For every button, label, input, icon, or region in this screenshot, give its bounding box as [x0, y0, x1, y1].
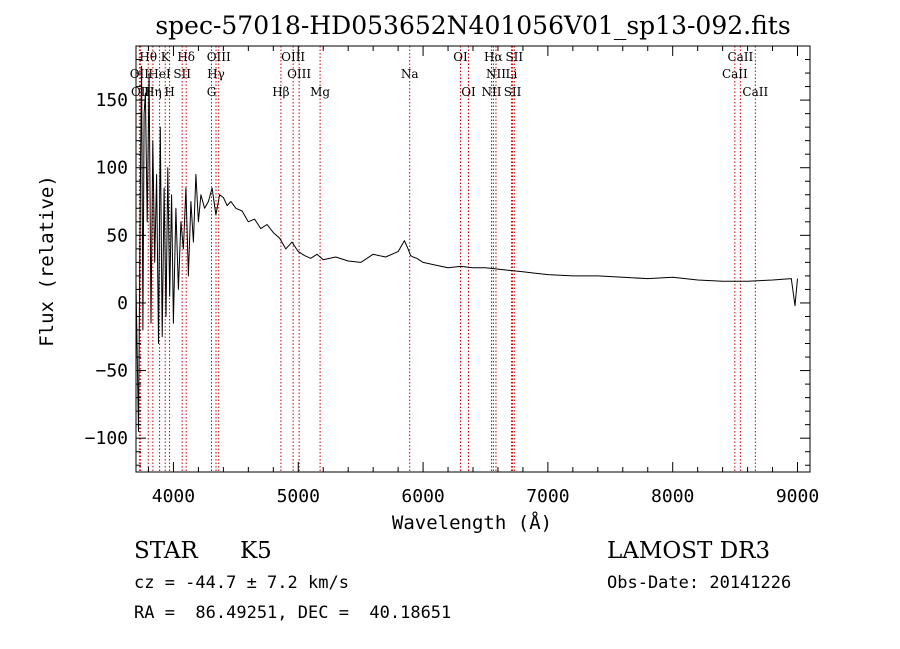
line-annotation-label: Hβ: [272, 85, 289, 99]
y-tick-label: −100: [85, 428, 128, 449]
x-axis-ticks: 4000 5000 6000 7000 8000 9000: [147, 46, 819, 507]
x-tick-label: 5000: [277, 486, 320, 507]
object-class: STAR: [134, 538, 198, 564]
line-markers: [138, 46, 756, 472]
x-tick-label: 4000: [152, 486, 195, 507]
line-annotation-label: G: [207, 85, 217, 99]
line-annotation-label: OI: [453, 50, 468, 64]
x-tick-label: 9000: [776, 486, 819, 507]
redshift-text: cz = -44.7 ± 7.2 km/s: [134, 573, 349, 593]
y-tick-label: 150: [95, 90, 128, 111]
line-annotation-label: CaII: [727, 50, 753, 64]
chart-title: spec-57018-HD053652N401056V01_sp13-092.f…: [155, 11, 790, 40]
spectrum-chart: spec-57018-HD053652N401056V01_sp13-092.f…: [36, 11, 819, 534]
survey-name: LAMOST DR3: [607, 538, 771, 564]
object-subclass: K5: [240, 538, 272, 564]
y-tick-label: 50: [106, 225, 128, 246]
line-annotation-label: K: [161, 50, 171, 64]
line-annotation-label: Na: [401, 67, 419, 81]
y-axis-ticks: −100 −50 0 50 100 150: [85, 45, 810, 466]
line-annotation-label: NII: [481, 85, 501, 99]
x-axis-label: Wavelength (Å): [392, 511, 552, 534]
line-annotation-label: Mg: [310, 85, 330, 99]
line-annotation-label: Hα: [484, 50, 503, 64]
line-annotation-label: OII: [130, 67, 150, 81]
line-annotation-label: Hη: [144, 85, 162, 99]
line-annotation-label: Li: [506, 67, 518, 81]
line-annotation-label: NII: [486, 67, 506, 81]
line-annotation-label: Hθ: [139, 50, 157, 64]
y-tick-label: 0: [117, 293, 128, 314]
line-annotation-label: OIII: [207, 50, 231, 64]
x-tick-label: 8000: [651, 486, 694, 507]
y-tick-label: −50: [95, 361, 128, 382]
line-annotation-label: Hγ: [207, 67, 225, 81]
line-annotation-label: Hδ: [177, 50, 195, 64]
plot-frame: [135, 45, 811, 473]
line-annotation-label: CaII: [742, 85, 768, 99]
y-axis-label: Flux (relative): [36, 175, 58, 347]
line-annotation-label: OI: [461, 85, 476, 99]
y-tick-label: 100: [95, 158, 128, 179]
line-annotation-label: CaII: [722, 67, 748, 81]
x-tick-label: 7000: [526, 486, 569, 507]
line-annotation-label: HeI: [148, 67, 171, 81]
line-annotation-label: SII: [173, 67, 191, 81]
x-tick-label: 6000: [401, 486, 444, 507]
line-annotation-label: H: [164, 85, 174, 99]
line-annotation-label: OIII: [281, 50, 305, 64]
obs-date: Obs-Date: 20141226: [607, 573, 792, 593]
line-annotation-label: SII: [504, 85, 522, 99]
flux-series-line: [135, 65, 798, 432]
flux-series: [135, 65, 798, 432]
line-annotation-label: SII: [505, 50, 523, 64]
coordinates: RA = 86.49251, DEC = 40.18651: [134, 603, 452, 623]
line-annotation-label: OIII: [287, 67, 311, 81]
